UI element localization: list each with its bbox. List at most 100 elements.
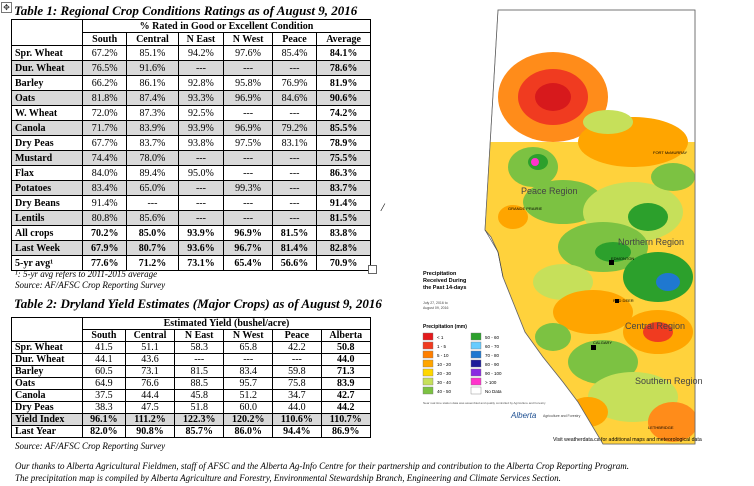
table1-cell: --- (126, 195, 179, 211)
table1-cell: 93.8% (177, 135, 225, 151)
table1-cell: 92.5% (177, 105, 225, 121)
table2-col-header: Central (124, 329, 176, 342)
table1-cell: 78.6% (316, 60, 371, 76)
table2-cell: 45.8 (174, 389, 225, 402)
table2-cell: 81.5 (174, 365, 225, 378)
table1-row-label: 5-yr avg¹ (11, 255, 83, 271)
table2-row: Oats 64.9 76.6 88.5 95.7 75.8 83.9 (11, 377, 372, 390)
region-southern-label: Southern Region (635, 376, 703, 386)
legend-swatch (470, 377, 482, 386)
table2-row: Barley 60.5 73.1 81.5 83.4 59.8 71.3 (11, 365, 372, 378)
legend-swatch (470, 359, 482, 368)
table1-cell: 71.7% (81, 120, 128, 136)
table2-col-header: Alberta (320, 329, 372, 342)
precipitation-map: Peace Region Northern Region Central Reg… (403, 2, 751, 446)
table1-col-header: N East (177, 32, 225, 46)
table1-row-label: Barley (11, 75, 83, 91)
table1-col-header: N West (223, 32, 273, 46)
table1-col-header: South (81, 32, 128, 46)
city-edmonton: EDMONTON (611, 256, 634, 261)
table1-row: Dry Beans 91.4% --- --- --- --- 91.4% (11, 195, 371, 211)
table1-cell: --- (271, 210, 318, 226)
table2-row-label: Barley (11, 365, 83, 378)
table1-cell: 85.6% (126, 210, 179, 226)
table2-cell: 37.5 (82, 389, 126, 402)
table2-col-header: South (82, 329, 126, 342)
table1-cell: 81.5% (316, 210, 371, 226)
table1-cell: 93.3% (177, 90, 225, 106)
table1-cell: 89.4% (126, 165, 179, 181)
legend-label: 30 - 40 (437, 380, 452, 385)
table1-source: Source: AF/AFSC Crop Reporting Survey (15, 280, 166, 290)
table2-cell: 110.6% (272, 413, 322, 426)
legend-label: 40 - 50 (437, 389, 452, 394)
table2-cell: 44.0 (272, 401, 322, 414)
table1-cell: --- (223, 210, 273, 226)
table1-cell: 85.4% (271, 45, 318, 61)
legend-label: 50 - 60 (485, 335, 500, 340)
table1-row: Last Week 67.9% 80.7% 93.6% 96.7% 81.4% 82.8% (11, 240, 371, 256)
legend-swatch (470, 341, 482, 350)
table1-cell: 90.6% (316, 90, 371, 106)
table1-cell: 74.4% (81, 150, 128, 166)
table2-row-label: Canola (11, 389, 83, 402)
table2-cell: 83.4 (223, 365, 274, 378)
table1-cell: 66.2% (81, 75, 128, 91)
table2-cell: --- (223, 353, 274, 366)
table1-cell: 85.5% (316, 120, 371, 136)
table1-cell: 99.3% (223, 180, 273, 196)
table1-cell: 67.7% (81, 135, 128, 151)
table1-cell: --- (177, 180, 225, 196)
table1-row: Dry Peas 67.7% 83.7% 93.8% 97.5% 83.1% 78.9% (11, 135, 371, 151)
table2-cell: 41.5 (82, 341, 126, 354)
table2-cell: 44.2 (320, 401, 372, 414)
table1-cell: 76.9% (271, 75, 318, 91)
legend-swatch (422, 359, 434, 368)
table1-row: Dur. Wheat 76.5% 91.6% --- --- --- 78.6% (11, 60, 371, 76)
table1-cell: 85.1% (126, 45, 179, 61)
crop-conditions-table: % Rated in Good or Excellent Condition S… (11, 19, 371, 271)
move-handle-icon[interactable]: ✥ (1, 2, 12, 13)
table1-cell: 86.1% (126, 75, 179, 91)
table2-cell: 82.0% (82, 425, 126, 438)
precipitation-legend: < 1 1 - 5 5 - 10 10 - 20 20 - 30 30 - 40 40 - … (422, 332, 502, 395)
table1-cell: 83.4% (81, 180, 128, 196)
table1-cell: 81.9% (316, 75, 371, 91)
table2-cell: 58.3 (174, 341, 225, 354)
table1-row-label: Spr. Wheat (11, 45, 83, 61)
table1-cell: 76.5% (81, 60, 128, 76)
table1-cell: 93.9% (177, 225, 225, 241)
table2-cell: 90.8% (124, 425, 176, 438)
table1-cell: --- (223, 195, 273, 211)
table1-row: Lentils 80.8% 85.6% --- --- --- 81.5% (11, 210, 371, 226)
legend-swatch (422, 377, 434, 386)
legend-label: 80 - 90 (485, 362, 500, 367)
table1-cell: 87.3% (126, 105, 179, 121)
table1-cell: 75.5% (316, 150, 371, 166)
yield-estimates-table: Estimated Yield (bushel/acre) South Centr… (11, 317, 372, 438)
legend-title: Precipitation (mm) (423, 324, 467, 330)
table1-cell: 83.7% (316, 180, 371, 196)
table2-cell: 43.6 (124, 353, 176, 366)
table1-footnote: ¹: 5-yr avg refers to 2011-2015 average (15, 269, 158, 279)
table2-cell: --- (272, 353, 322, 366)
table1-cell: 96.9% (223, 120, 273, 136)
legend-label: 70 - 80 (485, 353, 500, 358)
table2-col-header: Peace (272, 329, 322, 342)
calgary-marker (591, 345, 596, 350)
table1-cell: --- (177, 195, 225, 211)
table2-corner (11, 317, 83, 330)
resize-handle[interactable] (368, 265, 377, 274)
legend-label: 60 - 70 (485, 344, 500, 349)
table1-row-label: Last Week (11, 240, 83, 256)
table1-cell: --- (271, 165, 318, 181)
table1-row-label: Dry Beans (11, 195, 83, 211)
map-title-line1: Precipitation (423, 271, 457, 277)
table1-cell: 84.0% (81, 165, 128, 181)
table1-cell: --- (177, 150, 225, 166)
table2-cell: 65.8 (223, 341, 274, 354)
table2-source: Source: AF/AFSC Crop Reporting Survey (15, 441, 166, 451)
table1-cell: 93.9% (177, 120, 225, 136)
acknowledgement-line1: Our thanks to Alberta Agricultural Field… (15, 461, 629, 471)
text-cursor-mark: / (381, 200, 385, 214)
